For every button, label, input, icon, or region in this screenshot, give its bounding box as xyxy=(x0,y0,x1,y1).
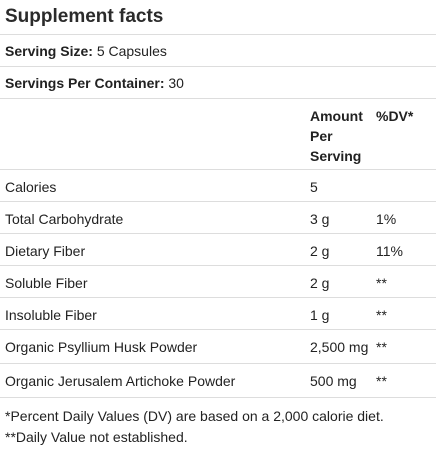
nutrient-dv: 1% xyxy=(376,211,397,227)
nutrient-amount: 2 g xyxy=(310,243,330,259)
nutrient-dv: ** xyxy=(376,373,387,389)
nutrient-amount: 1 g xyxy=(310,307,330,323)
amount-header-line3: Serving xyxy=(310,148,362,164)
amount-header-line1: Amount xyxy=(310,108,363,124)
table-row: Organic Psyllium Husk Powder 2,500 mg ** xyxy=(0,330,436,364)
nutrient-amount: 2 g xyxy=(310,275,330,291)
table-row: Dietary Fiber 2 g 11% xyxy=(0,234,436,266)
table-row: Organic Jerusalem Artichoke Powder 500 m… xyxy=(0,364,436,398)
nutrient-name: Calories xyxy=(5,179,57,195)
panel-title: Supplement facts xyxy=(0,0,436,35)
serving-size-label: Serving Size: xyxy=(5,43,93,59)
amount-per-serving-header: Amount Per Serving xyxy=(310,106,370,166)
table-row: Total Carbohydrate 3 g 1% xyxy=(0,202,436,234)
table-row: Calories 5 xyxy=(0,170,436,202)
footnote-not-established: **Daily Value not established. xyxy=(5,429,188,445)
nutrient-dv: ** xyxy=(376,307,387,323)
servings-per-container-row: Servings Per Container: 30 xyxy=(0,67,436,99)
serving-size-row: Serving Size: 5 Capsules xyxy=(0,35,436,67)
nutrient-amount: 5 xyxy=(310,179,318,195)
nutrient-amount: 3 g xyxy=(310,211,330,227)
footnote-dv: *Percent Daily Values (DV) are based on … xyxy=(5,408,384,424)
nutrient-name: Total Carbohydrate xyxy=(5,211,124,227)
nutrient-name: Soluble Fiber xyxy=(5,275,88,291)
nutrient-dv: ** xyxy=(376,339,387,355)
nutrient-amount: 500 mg xyxy=(310,373,357,389)
nutrient-name: Organic Psyllium Husk Powder xyxy=(5,339,198,355)
dv-header: %DV* xyxy=(376,108,414,124)
nutrient-dv: 11% xyxy=(376,243,403,259)
nutrient-amount: 2,500 mg xyxy=(310,339,369,355)
table-row: Soluble Fiber 2 g ** xyxy=(0,266,436,298)
table-row: Insoluble Fiber 1 g ** xyxy=(0,298,436,330)
servings-per-container-value: 30 xyxy=(168,75,184,91)
nutrient-dv: ** xyxy=(376,275,387,291)
nutrient-name: Dietary Fiber xyxy=(5,243,86,259)
nutrient-name: Organic Jerusalem Artichoke Powder xyxy=(5,373,236,389)
serving-size-value: 5 Capsules xyxy=(96,43,167,59)
servings-per-container-label: Servings Per Container: xyxy=(5,75,165,91)
table-header: Amount Per Serving %DV* xyxy=(0,99,436,170)
nutrient-name: Insoluble Fiber xyxy=(5,307,97,323)
footnotes: *Percent Daily Values (DV) are based on … xyxy=(0,398,436,448)
amount-header-line2: Per xyxy=(310,128,333,144)
